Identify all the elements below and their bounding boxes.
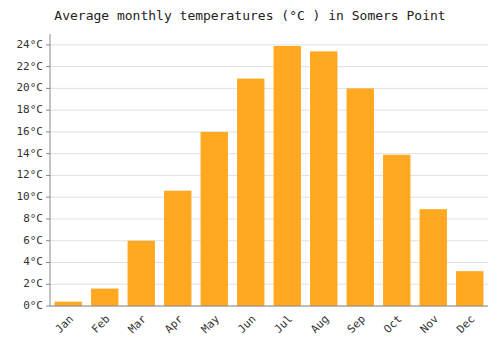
bar (55, 302, 82, 306)
y-tick-label: 2°C (23, 277, 43, 290)
bar (201, 132, 228, 306)
y-tick-label: 18°C (17, 103, 44, 116)
grid-line (50, 88, 488, 89)
y-tick-label: 20°C (17, 81, 44, 94)
y-tick (46, 131, 50, 132)
bar (164, 191, 191, 306)
chart-container: 0°C 2°C 4°C 6°C 8°C 10°C 12°C 14°C 16°C 18°C 20°C 2… (0, 0, 500, 350)
x-axis-labels: Jan Feb Mar Apr May Jun Jul Aug Sep Oct Nov Dec (53, 312, 478, 336)
y-tick (46, 175, 50, 176)
y-tick-label: 4°C (23, 255, 43, 268)
title: Average monthly temperatures (°C ) in So… (54, 8, 445, 23)
grid-line (50, 197, 488, 198)
y-tick (46, 262, 50, 263)
bar (456, 271, 483, 306)
grid-line (50, 175, 488, 176)
y-tick (46, 240, 50, 241)
bar (128, 241, 155, 306)
y-tick (46, 284, 50, 285)
x-axis-line (50, 306, 488, 307)
grid (50, 45, 488, 306)
y-tick-label: 24°C (17, 38, 44, 51)
y-tick-label: 10°C (17, 190, 44, 203)
y-tick (46, 66, 50, 67)
grid-line (50, 110, 488, 111)
x-tick-label: Jun (235, 313, 258, 336)
y-tick (46, 88, 50, 89)
bar (383, 155, 410, 306)
x-tick-label: Jan (53, 313, 76, 336)
y-tick-label: 12°C (17, 168, 44, 181)
bar (274, 46, 301, 306)
grid-line (50, 131, 488, 132)
x-tick-label: Apr (162, 312, 186, 336)
y-tick (46, 153, 50, 154)
bar (420, 209, 447, 306)
y-axis-line (50, 34, 51, 306)
bars (55, 46, 484, 306)
x-tick-label: Oct (381, 313, 404, 336)
y-tick (46, 306, 50, 307)
x-tick-label: Nov (418, 312, 442, 336)
bar (91, 289, 118, 306)
x-tick-label: Feb (89, 313, 112, 336)
y-tick (46, 197, 50, 198)
x-tick-label: Aug (308, 313, 331, 336)
bar (310, 51, 337, 306)
y-tick-label: 16°C (17, 125, 44, 138)
bar (237, 79, 264, 306)
chart: 0°C 2°C 4°C 6°C 8°C 10°C 12°C 14°C 16°C 18°C 20°C 2… (0, 0, 500, 350)
x-tick-label: Dec (454, 313, 477, 336)
x-tick-label: Sep (345, 313, 368, 336)
y-tick (46, 44, 50, 45)
grid-line (50, 44, 488, 45)
grid-line (50, 153, 488, 154)
y-tick-label: 6°C (23, 234, 43, 247)
y-tick (46, 218, 50, 219)
grid-line (50, 306, 488, 307)
y-tick (46, 110, 50, 111)
bar (347, 88, 374, 306)
x-tick-label: Mar (126, 312, 150, 336)
y-tick-label: 8°C (23, 212, 43, 225)
y-tick-label: 22°C (17, 60, 44, 73)
x-tick-label: Jul (272, 313, 295, 336)
y-tick-label: 0°C (23, 299, 43, 312)
x-tick-label: May (199, 312, 223, 336)
y-tick-label: 14°C (17, 147, 44, 160)
grid-line (50, 66, 488, 67)
y-axis-ticks: 0°C 2°C 4°C 6°C 8°C 10°C 12°C 14°C 16°C 18°C 20°C 2… (17, 38, 51, 312)
